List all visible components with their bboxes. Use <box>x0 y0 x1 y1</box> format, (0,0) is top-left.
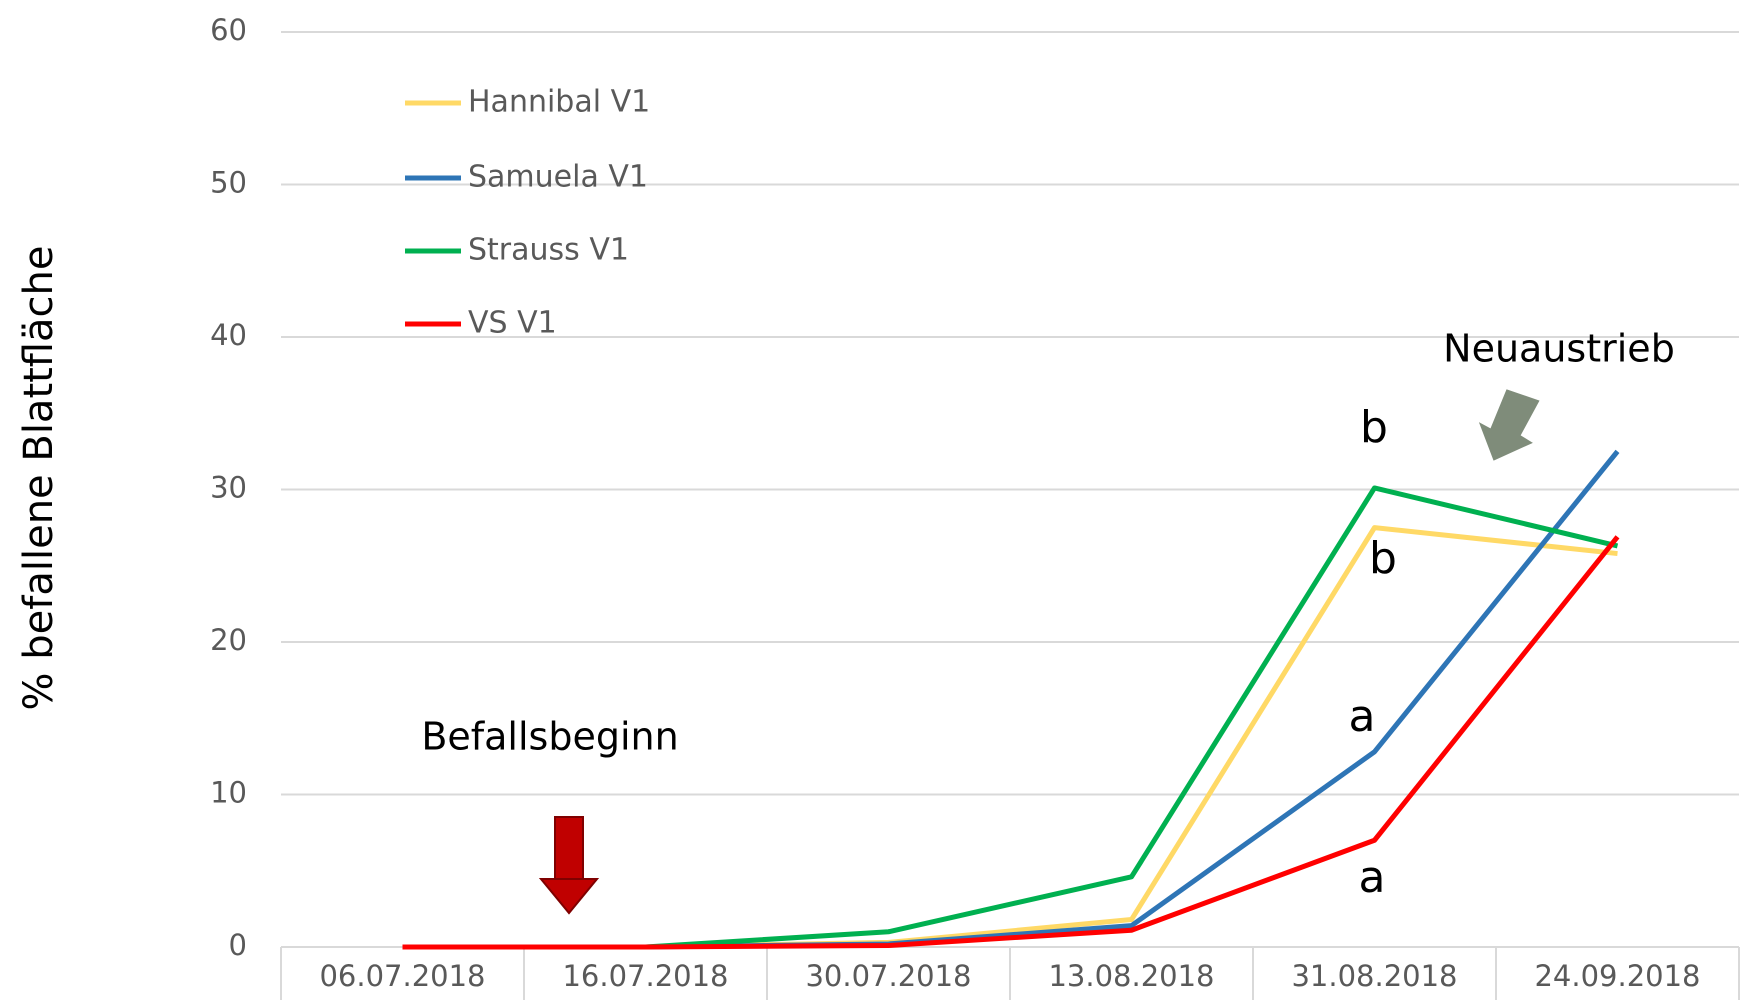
legend-label: Samuela V1 <box>468 160 648 195</box>
y-tick-label: 20 <box>210 623 247 657</box>
y-tick-label: 30 <box>210 471 247 505</box>
annotation: Befallsbeginn <box>421 715 678 759</box>
annotation: b <box>1369 533 1397 584</box>
annotation: Neuaustrieb <box>1443 327 1675 371</box>
annotation: a <box>1359 852 1386 903</box>
legend-label: Hannibal V1 <box>468 85 650 120</box>
x-tick-label: 30.07.2018 <box>805 959 971 993</box>
legend-label: VS V1 <box>468 306 557 341</box>
x-tick-label: 13.08.2018 <box>1048 959 1214 993</box>
y-tick-label: 10 <box>210 776 247 810</box>
arrow <box>1475 386 1543 464</box>
x-tick-label: 31.08.2018 <box>1291 959 1457 993</box>
y-axis-label: % befallene Blattfläche <box>16 246 62 711</box>
arrow-shaft <box>554 816 584 880</box>
y-tick-label: 50 <box>210 166 247 200</box>
series-line <box>402 535 1620 950</box>
series-line <box>402 449 1620 950</box>
arrow-head <box>538 878 600 915</box>
y-tick-label: 40 <box>210 318 247 352</box>
x-tick-label: 06.07.2018 <box>319 959 485 993</box>
annotation: a <box>1349 691 1376 742</box>
annotation: b <box>1360 402 1388 453</box>
y-tick-label: 60 <box>210 13 247 47</box>
x-tick-label: 24.09.2018 <box>1534 959 1700 993</box>
legend-label: Strauss V1 <box>468 233 629 268</box>
y-tick-label: 0 <box>229 928 247 962</box>
x-tick-label: 16.07.2018 <box>562 959 728 993</box>
